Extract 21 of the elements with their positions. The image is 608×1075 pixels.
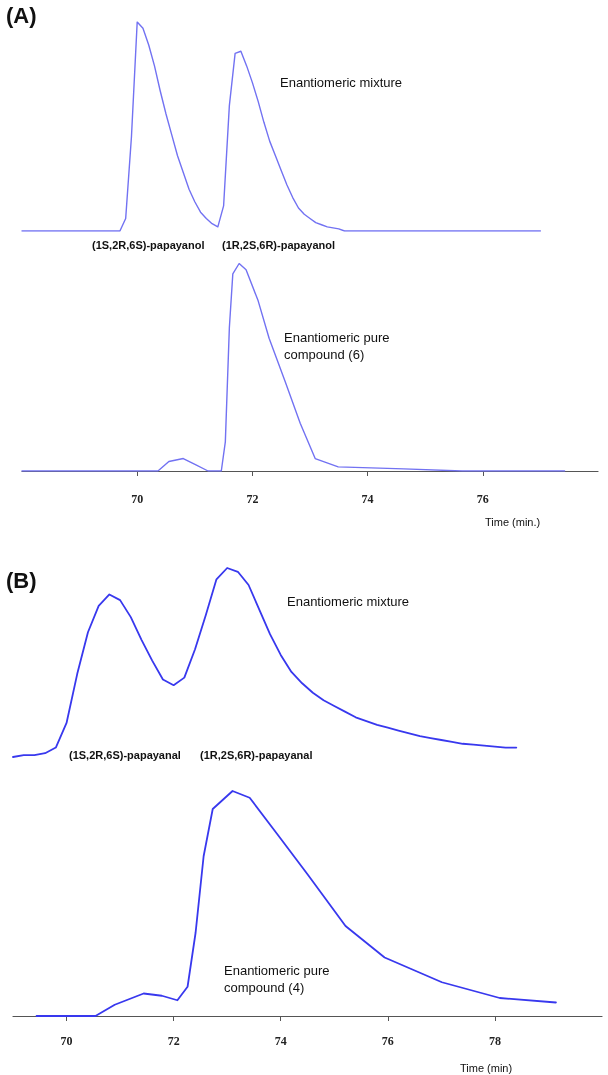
x-tick-label: 74 bbox=[361, 492, 374, 506]
x-tick-label: 70 bbox=[131, 492, 144, 506]
x-tick-label: 78 bbox=[488, 1034, 501, 1048]
x-tick-label: 70 bbox=[60, 1034, 73, 1048]
annotation: Enantiomeric mixture bbox=[280, 75, 403, 90]
text: (1S,2R,6S)-papayanol bbox=[92, 238, 205, 251]
text: (1R,2S,6R)-papayanol bbox=[222, 238, 336, 251]
x-tick-label: 76 bbox=[476, 492, 489, 506]
x-tick-label: 72 bbox=[167, 1034, 180, 1048]
x-tick-label: 72 bbox=[246, 492, 259, 506]
annotation: (1S,2R,6S)-papayanal bbox=[69, 748, 181, 761]
annotation: Enantiomeric pure compound (4) bbox=[224, 963, 330, 995]
x-axis-title: Time (min.) bbox=[485, 515, 541, 528]
chart-title: (A) bbox=[6, 2, 37, 28]
annotation: Enantiomeric pure compound (6) bbox=[284, 330, 390, 362]
annotation: (1R,2S,6R)-papayanal bbox=[200, 748, 313, 761]
annotation: Enantiomeric mixture bbox=[287, 594, 410, 609]
chart-title: (B) bbox=[6, 567, 37, 593]
x-axis-title: Time (min) bbox=[460, 1061, 513, 1074]
x-tick-label: 74 bbox=[274, 1034, 287, 1048]
x-tick-label: 76 bbox=[381, 1034, 394, 1048]
